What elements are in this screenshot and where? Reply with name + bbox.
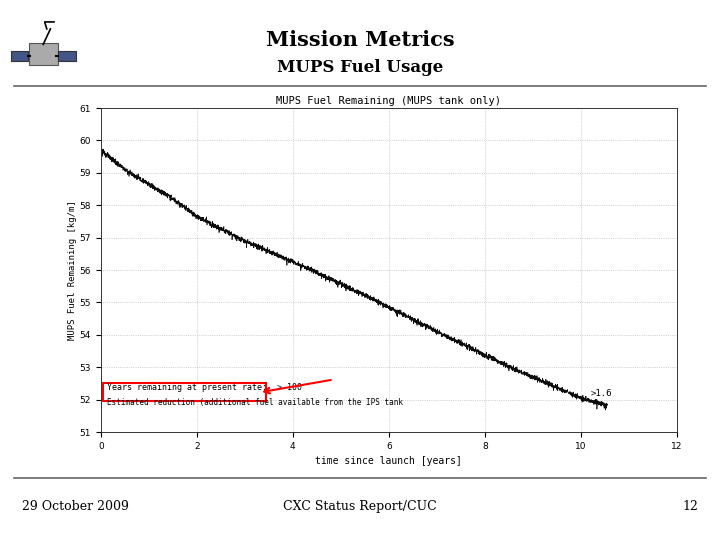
Text: >1.6: >1.6 — [590, 389, 612, 398]
Bar — [11, 51, 28, 60]
Text: Estimated reduction (additional fuel available from the IPS tank: Estimated reduction (additional fuel ava… — [107, 399, 403, 408]
Title: MUPS Fuel Remaining (MUPS tank only): MUPS Fuel Remaining (MUPS tank only) — [276, 96, 501, 106]
FancyBboxPatch shape — [29, 43, 58, 65]
Text: 29 October 2009: 29 October 2009 — [22, 500, 128, 513]
Text: CXC Status Report/CUC: CXC Status Report/CUC — [283, 500, 437, 513]
Bar — [58, 51, 76, 60]
Text: Years remaining at present rate:  > 100: Years remaining at present rate: > 100 — [107, 383, 302, 392]
X-axis label: time since launch [years]: time since launch [years] — [315, 456, 462, 466]
Text: 12: 12 — [683, 500, 698, 513]
Y-axis label: MUPS Fuel Remaining [kg/m]: MUPS Fuel Remaining [kg/m] — [68, 200, 77, 340]
Text: Mission Metrics: Mission Metrics — [266, 30, 454, 51]
FancyBboxPatch shape — [103, 383, 266, 401]
Text: MUPS Fuel Usage: MUPS Fuel Usage — [277, 59, 443, 76]
